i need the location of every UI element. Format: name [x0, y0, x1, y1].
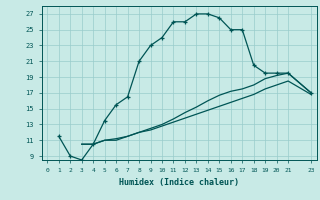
X-axis label: Humidex (Indice chaleur): Humidex (Indice chaleur) — [119, 178, 239, 187]
